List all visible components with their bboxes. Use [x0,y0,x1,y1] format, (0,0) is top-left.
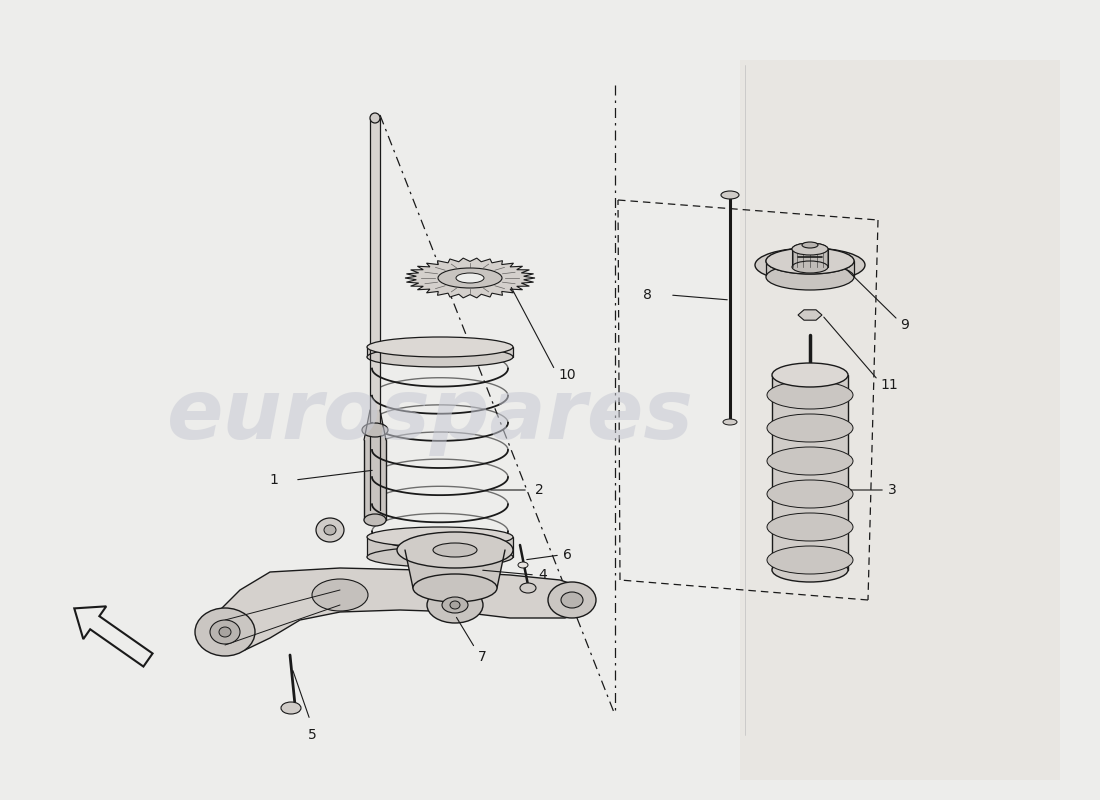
Ellipse shape [438,582,482,608]
Text: 8: 8 [644,288,652,302]
Ellipse shape [433,543,477,557]
Ellipse shape [766,248,854,274]
Text: 3: 3 [888,483,896,497]
Ellipse shape [316,518,344,542]
Ellipse shape [723,419,737,425]
Ellipse shape [438,268,502,288]
Ellipse shape [767,414,852,442]
Polygon shape [367,347,513,357]
Ellipse shape [720,191,739,199]
Ellipse shape [397,532,513,568]
Ellipse shape [520,583,536,593]
Ellipse shape [412,574,497,602]
Text: 4: 4 [538,568,547,582]
Ellipse shape [772,363,848,387]
Ellipse shape [792,243,828,255]
Text: 5: 5 [308,728,317,742]
Ellipse shape [767,381,852,409]
Polygon shape [405,258,535,298]
Text: 1: 1 [270,473,278,487]
Ellipse shape [442,597,468,613]
Polygon shape [208,568,590,650]
Polygon shape [405,550,505,588]
Ellipse shape [766,248,854,274]
Ellipse shape [802,242,818,248]
Ellipse shape [792,261,828,273]
Ellipse shape [219,627,231,637]
Ellipse shape [367,547,513,567]
Ellipse shape [427,587,483,623]
Text: 2: 2 [535,483,543,497]
Ellipse shape [367,527,513,547]
Ellipse shape [766,264,854,290]
Bar [364,440,386,520]
Ellipse shape [548,582,596,618]
Ellipse shape [370,113,379,123]
Ellipse shape [210,620,240,644]
Polygon shape [364,410,386,440]
Ellipse shape [367,337,513,357]
Polygon shape [766,261,854,277]
Polygon shape [798,310,822,320]
Text: 7: 7 [478,650,486,664]
Bar [740,60,1060,780]
Ellipse shape [195,608,255,656]
Ellipse shape [280,702,301,714]
Ellipse shape [518,562,528,568]
Ellipse shape [324,525,336,535]
Ellipse shape [364,514,386,526]
Ellipse shape [312,579,368,611]
Ellipse shape [767,447,852,475]
Text: eurospares: eurospares [166,374,693,455]
Ellipse shape [456,273,484,283]
Bar [370,118,381,510]
Ellipse shape [792,243,828,255]
Text: 11: 11 [880,378,898,392]
Ellipse shape [561,592,583,608]
Ellipse shape [755,248,865,282]
Text: 9: 9 [900,318,909,332]
Polygon shape [792,249,828,267]
Text: 6: 6 [563,548,572,562]
Ellipse shape [767,480,852,508]
Ellipse shape [767,546,852,574]
Ellipse shape [450,601,460,609]
Polygon shape [367,537,513,557]
Ellipse shape [367,347,513,367]
Ellipse shape [767,513,852,541]
Polygon shape [772,375,848,570]
Ellipse shape [772,558,848,582]
Text: 10: 10 [558,368,575,382]
Ellipse shape [362,423,388,437]
